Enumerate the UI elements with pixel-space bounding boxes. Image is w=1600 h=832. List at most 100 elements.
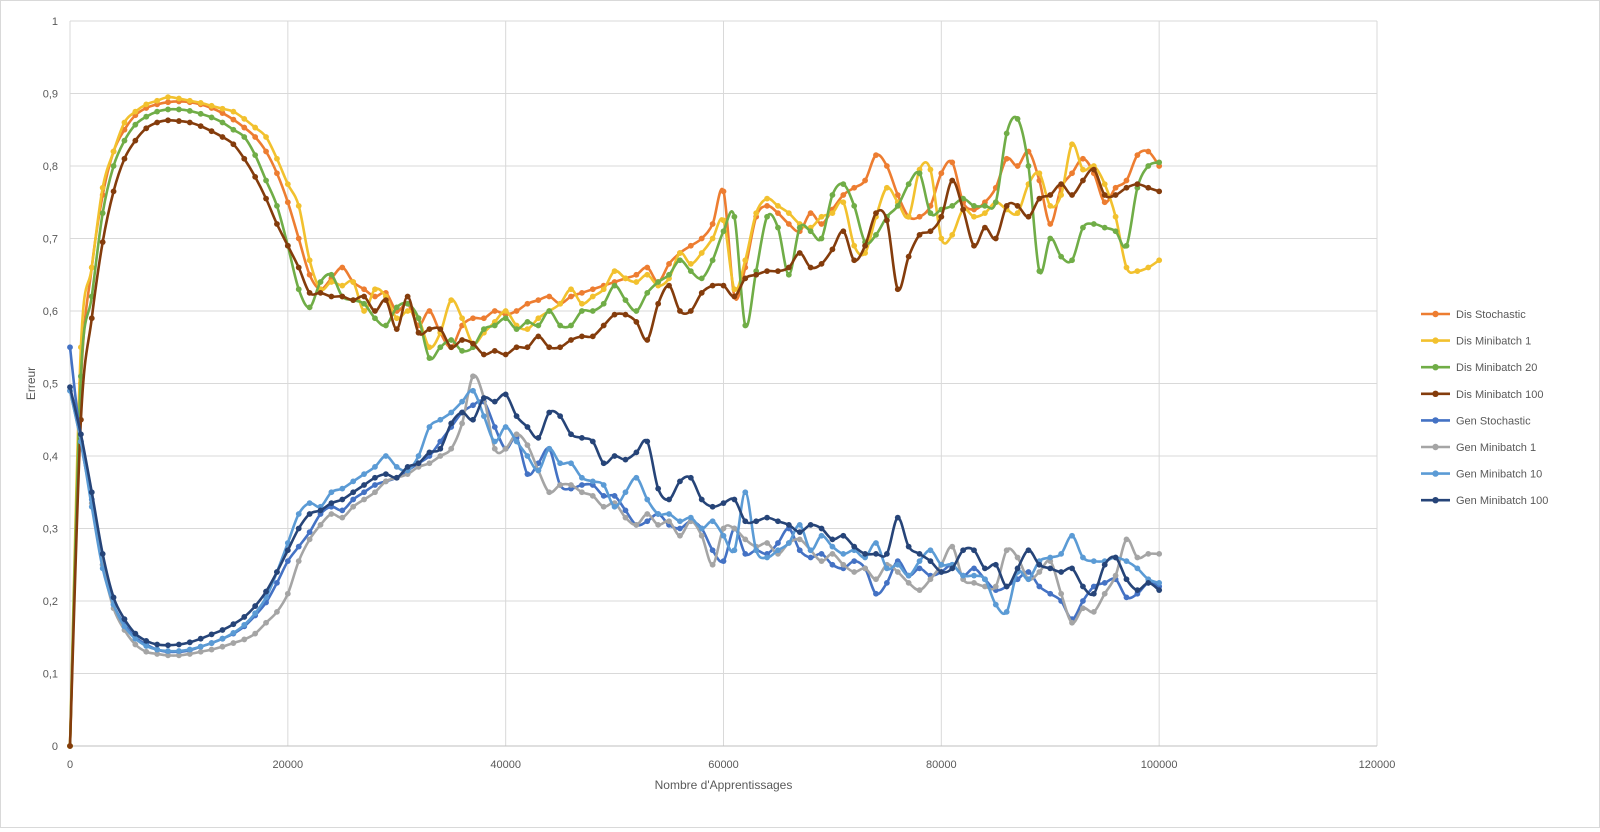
data-point xyxy=(1112,228,1119,235)
data-point xyxy=(720,525,727,532)
data-point xyxy=(622,297,629,304)
data-point xyxy=(600,286,607,293)
data-point xyxy=(655,485,662,492)
data-point xyxy=(1069,192,1075,198)
data-point xyxy=(1047,192,1054,198)
data-point xyxy=(796,536,803,543)
data-point xyxy=(731,525,738,532)
data-point xyxy=(241,636,248,643)
series-gen-minibatch-10 xyxy=(67,387,1163,654)
data-point xyxy=(306,257,313,264)
data-point xyxy=(949,543,956,550)
data-point xyxy=(666,271,672,278)
data-point xyxy=(448,420,455,427)
data-point xyxy=(851,558,858,565)
data-point xyxy=(785,540,792,546)
series-gen-minibatch-100 xyxy=(67,384,1163,649)
data-point xyxy=(295,543,302,550)
data-point xyxy=(219,119,226,126)
data-point xyxy=(677,478,683,485)
data-point xyxy=(480,326,487,333)
data-point xyxy=(894,192,901,198)
data-point xyxy=(894,514,901,521)
data-point xyxy=(393,315,400,322)
y-tick-label: 0,5 xyxy=(43,379,58,391)
data-point xyxy=(121,137,128,144)
data-point xyxy=(132,635,139,642)
data-point xyxy=(437,438,444,445)
data-point xyxy=(775,518,781,525)
data-point xyxy=(339,507,346,514)
legend-swatch-marker xyxy=(1432,470,1439,477)
data-point xyxy=(154,97,161,104)
data-point xyxy=(546,409,553,416)
data-point xyxy=(1069,141,1075,148)
data-point xyxy=(1101,561,1108,568)
data-point xyxy=(742,489,749,496)
data-point xyxy=(393,326,400,333)
data-point xyxy=(1025,213,1032,220)
series-line xyxy=(68,374,1160,657)
data-point xyxy=(361,308,367,314)
y-tick-label: 0,1 xyxy=(43,669,58,681)
data-point xyxy=(1101,181,1108,188)
data-point xyxy=(568,286,574,293)
data-point xyxy=(600,492,607,499)
data-point xyxy=(459,409,465,416)
data-point xyxy=(1058,590,1065,597)
data-point xyxy=(862,177,868,184)
data-point xyxy=(1145,163,1152,169)
data-point xyxy=(916,170,923,177)
legend-item: Dis Minibatch 20 xyxy=(1421,362,1537,374)
data-point xyxy=(1090,608,1097,615)
data-point xyxy=(894,286,901,293)
data-point xyxy=(916,587,923,594)
data-point xyxy=(524,453,531,459)
data-point xyxy=(132,108,139,115)
data-point xyxy=(927,576,934,583)
data-point xyxy=(535,322,542,329)
data-point xyxy=(1014,210,1021,217)
data-point xyxy=(546,489,553,496)
legend-label: Dis Minibatch 100 xyxy=(1456,389,1543,401)
data-point xyxy=(1047,202,1054,209)
data-point xyxy=(742,275,749,282)
data-point xyxy=(557,482,564,488)
data-point xyxy=(557,300,564,307)
data-point xyxy=(491,347,498,354)
series-dis-minibatch-20 xyxy=(67,106,1163,749)
data-point xyxy=(644,518,651,525)
data-point xyxy=(437,445,444,452)
data-point xyxy=(644,496,651,503)
data-point xyxy=(905,572,912,579)
data-point xyxy=(709,561,716,568)
data-point xyxy=(480,315,487,322)
data-point xyxy=(1123,576,1130,583)
data-point xyxy=(785,221,792,227)
data-point xyxy=(905,543,912,550)
data-point xyxy=(470,315,476,322)
data-point xyxy=(263,588,269,595)
data-point xyxy=(328,271,335,278)
data-point xyxy=(186,97,193,104)
data-point xyxy=(666,518,672,525)
data-point xyxy=(851,202,858,209)
data-point xyxy=(77,373,84,380)
data-point xyxy=(230,141,237,148)
data-point xyxy=(785,271,792,278)
data-point xyxy=(840,561,847,568)
data-point xyxy=(143,643,150,649)
data-point xyxy=(1036,561,1043,568)
data-point xyxy=(1134,152,1141,159)
data-point xyxy=(1134,554,1141,561)
data-point xyxy=(720,228,727,235)
data-point xyxy=(851,543,858,550)
data-point xyxy=(165,652,171,659)
data-point xyxy=(1080,605,1086,612)
data-point xyxy=(448,445,455,452)
data-point xyxy=(677,257,683,264)
legend-swatch-marker xyxy=(1432,443,1439,451)
data-point xyxy=(982,224,988,231)
data-point xyxy=(742,550,749,557)
data-point xyxy=(219,105,226,112)
